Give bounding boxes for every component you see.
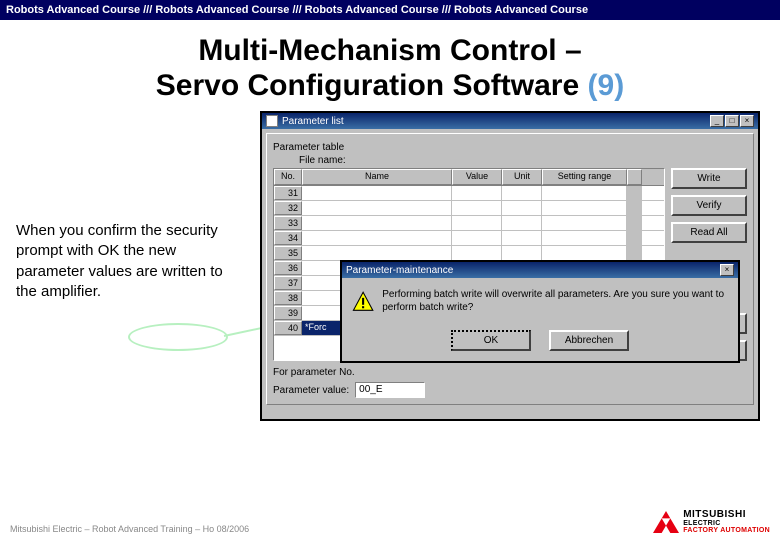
dialog-titlebar[interactable]: Parameter-maintenance ×: [342, 262, 738, 278]
table-row[interactable]: 32: [274, 201, 664, 216]
col-scroll[interactable]: [627, 169, 642, 185]
readall-button[interactable]: Read All: [671, 222, 747, 243]
ok-button[interactable]: OK: [451, 330, 531, 351]
param-value-label: Parameter value:: [273, 385, 349, 396]
titlebar[interactable]: Parameter list _ □ ×: [262, 113, 758, 129]
col-range[interactable]: Setting range: [542, 169, 627, 185]
slide-title: Multi-Mechanism Control – Servo Configur…: [10, 34, 770, 103]
logo-icon: [653, 511, 679, 533]
window-title: Parameter list: [282, 116, 344, 127]
table-header: No. Name Value Unit Setting range: [274, 169, 664, 186]
col-name[interactable]: Name: [302, 169, 452, 185]
title-line-1: Multi-Mechanism Control –: [198, 34, 581, 67]
param-value-input[interactable]: 00_E: [355, 382, 425, 398]
logo-sub1: ELECTRIC: [683, 520, 770, 527]
write-button[interactable]: Write: [671, 168, 747, 189]
logo-sub2: FACTORY AUTOMATION: [683, 527, 770, 534]
description-text: When you confirm the security prompt wit…: [16, 221, 236, 302]
window-icon: [266, 115, 278, 127]
verify-button[interactable]: Verify: [671, 195, 747, 216]
mitsubishi-logo: MITSUBISHI ELECTRIC FACTORY AUTOMATION: [653, 509, 770, 534]
dialog-close-button[interactable]: ×: [720, 264, 734, 276]
confirm-dialog: Parameter-maintenance × Performing batch…: [340, 260, 740, 363]
cancel-button[interactable]: Abbrechen: [549, 330, 629, 351]
footer-text: Mitsubishi Electric – Robot Advanced Tra…: [10, 524, 249, 534]
col-no[interactable]: No.: [274, 169, 302, 185]
course-banner: Robots Advanced Course /// Robots Advanc…: [0, 0, 780, 20]
table-row[interactable]: 31: [274, 186, 664, 201]
group-label: Parameter table: [273, 142, 747, 153]
close-button[interactable]: ×: [740, 115, 754, 127]
col-unit[interactable]: Unit: [502, 169, 542, 185]
minimize-button[interactable]: _: [710, 115, 724, 127]
dialog-message: Performing batch write will overwrite al…: [382, 288, 728, 314]
col-value[interactable]: Value: [452, 169, 502, 185]
table-row[interactable]: 33: [274, 216, 664, 231]
filename-label: File name:: [299, 155, 747, 166]
highlight-oval: [128, 323, 228, 351]
for-param-label: For parameter No.: [273, 367, 747, 378]
title-number: (9): [588, 69, 625, 102]
logo-brand: MITSUBISHI: [683, 509, 770, 520]
maximize-button[interactable]: □: [725, 115, 739, 127]
title-line-2: Servo Configuration Software: [156, 69, 588, 102]
warning-icon: [352, 288, 374, 316]
table-row[interactable]: 34: [274, 231, 664, 246]
dialog-title: Parameter-maintenance: [346, 265, 453, 276]
table-row[interactable]: 35: [274, 246, 664, 261]
